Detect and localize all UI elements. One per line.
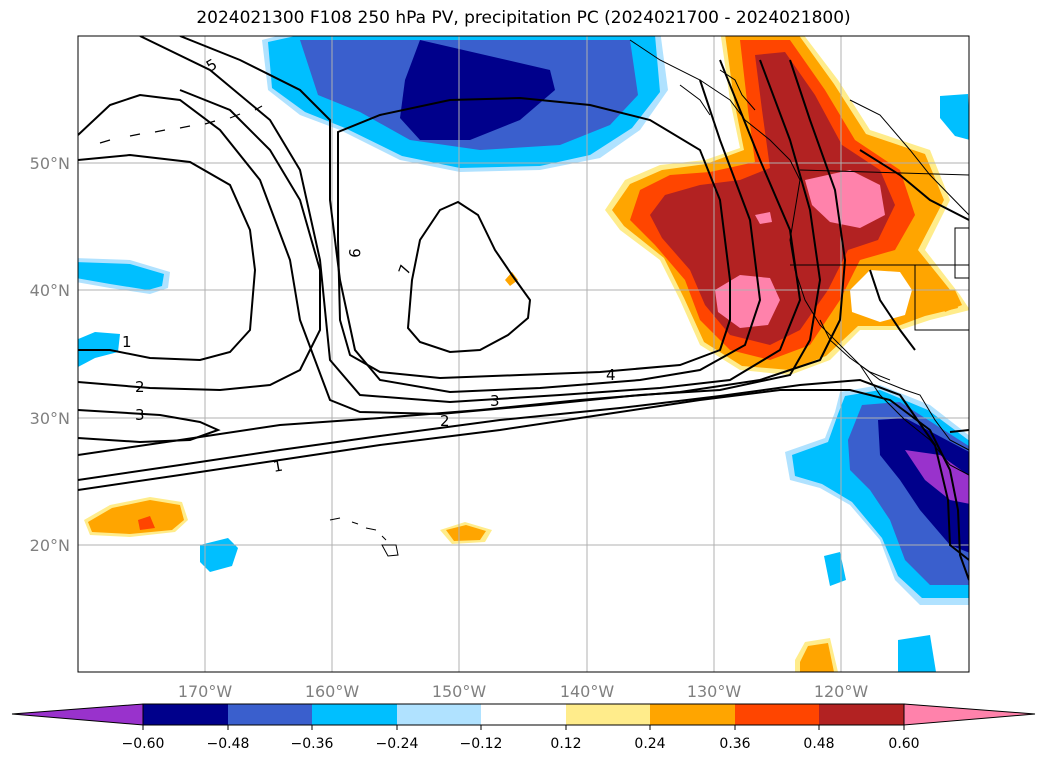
colorbar-extend-low <box>11 703 144 726</box>
colorbar-segment <box>312 704 397 725</box>
contour-label: 1 <box>122 333 132 351</box>
colorbar-segment <box>819 704 904 725</box>
lat-label-20n: 20°N <box>30 536 70 555</box>
lon-label-140w: 140°W <box>560 682 615 701</box>
colorbar-ticks <box>142 725 905 730</box>
lon-label-120w: 120°W <box>814 682 869 701</box>
lat-label-40n: 40°N <box>30 281 70 300</box>
latitude-labels: 50°N 40°N 30°N 20°N <box>30 154 70 555</box>
contour-label: 2 <box>440 412 450 430</box>
colorbar-segment <box>397 704 481 725</box>
colorbar-extend-high <box>903 703 1036 726</box>
colorbar-frame <box>142 703 905 726</box>
lat-label-50n: 50°N <box>30 154 70 173</box>
hawaiian-islands <box>329 517 399 557</box>
contour-labels: 5 6 7 1 2 3 4 2 3 1 <box>122 55 616 476</box>
colorbar-tick-label: 0.48 <box>803 736 834 752</box>
colorbar-tick-label: −0.12 <box>460 736 503 752</box>
colorbar-tick-label: 0.36 <box>719 736 750 752</box>
contour-label: 2 <box>135 378 145 396</box>
lat-label-30n: 30°N <box>30 409 70 428</box>
colorbar-tick-label: 0.60 <box>888 736 919 752</box>
contour-label: 1 <box>272 457 285 476</box>
colorbar-tick-label: −0.36 <box>291 736 334 752</box>
lon-label-150w: 150°W <box>432 682 487 701</box>
lon-label-170w: 170°W <box>178 682 233 701</box>
colorbar-tick-label: 0.24 <box>634 736 665 752</box>
colorbar-segment <box>228 704 312 725</box>
colorbar-segment <box>650 704 735 725</box>
gridlines <box>78 36 969 672</box>
map-content: 5 6 7 1 2 3 4 2 3 1 <box>78 36 969 672</box>
colorbar-tick-label: −0.60 <box>122 736 165 752</box>
colorbar-tick-label: 0.12 <box>550 736 581 752</box>
lon-label-160w: 160°W <box>305 682 360 701</box>
contour-label: 4 <box>606 366 616 384</box>
precip-negative-west-edge <box>78 258 238 572</box>
precip-negative-mexico <box>785 94 969 672</box>
colorbar: −0.60 −0.48 −0.36 −0.24 −0.12 0.12 0.24 … <box>11 703 1036 752</box>
contour-label: 6 <box>346 248 364 258</box>
colorbar-segment <box>566 704 650 725</box>
map-title: 2024021300 F108 250 hPa PV, precipitatio… <box>196 8 851 28</box>
colorbar-segment <box>143 704 228 725</box>
lon-label-130w: 130°W <box>687 682 742 701</box>
colorbar-segment <box>481 704 566 725</box>
colorbar-tick-label: −0.48 <box>207 736 250 752</box>
precip-positive-small-patches <box>84 272 962 672</box>
precip-negative-gulf-of-alaska <box>262 36 668 172</box>
pv-contours <box>78 36 969 581</box>
colorbar-tick-label: −0.24 <box>376 736 419 752</box>
map-frame <box>77 35 970 673</box>
contour-label: 3 <box>135 406 145 424</box>
colorbar-segment <box>735 704 819 725</box>
longitude-labels: 170°W 160°W 150°W 140°W 130°W 120°W <box>178 682 869 701</box>
contour-label: 3 <box>490 392 500 410</box>
